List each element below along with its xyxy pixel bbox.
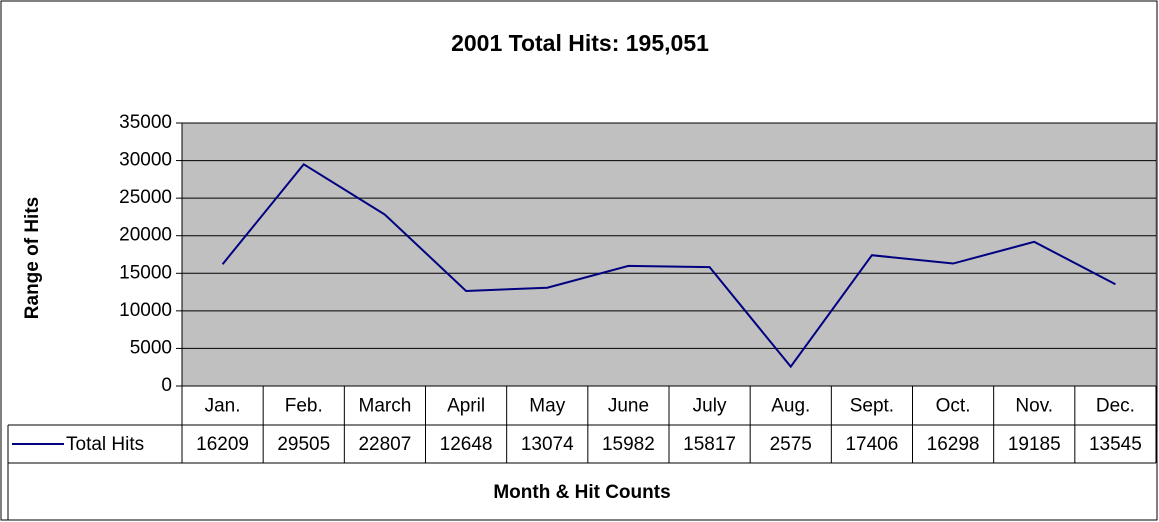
table-value: 15817 — [683, 434, 736, 455]
table-value: 12648 — [440, 434, 493, 455]
y-tick-label: 10000 — [119, 300, 172, 321]
x-tick-label: May — [529, 396, 565, 417]
x-tick-label: Dec. — [1096, 396, 1135, 417]
table-value: 2575 — [770, 434, 812, 455]
table-value: 19185 — [1008, 434, 1061, 455]
table-value: 13545 — [1089, 434, 1142, 455]
y-tick-label: 0 — [161, 375, 172, 396]
table-value: 15982 — [602, 434, 655, 455]
y-tick-label: 20000 — [119, 225, 172, 246]
table-value: 16298 — [927, 434, 980, 455]
x-tick-label: Nov. — [1015, 396, 1053, 417]
y-tick-label: 5000 — [130, 337, 172, 358]
plot-area — [181, 122, 1157, 387]
y-tick-label: 35000 — [119, 112, 172, 133]
x-tick-label: Aug. — [771, 396, 810, 417]
table-value: 29505 — [277, 434, 330, 455]
chart-title: 2001 Total Hits: 195,051 — [451, 30, 709, 56]
table-value: 22807 — [358, 434, 411, 455]
y-axis-label: Range of Hits — [22, 197, 43, 319]
x-tick-label: Sept. — [850, 396, 894, 417]
table-value: 13074 — [521, 434, 574, 455]
line — [221, 162, 1116, 369]
y-tick-label: 25000 — [119, 187, 172, 208]
x-tick-label: Feb. — [285, 396, 323, 417]
x-tick-label: Jan. — [205, 396, 241, 417]
x-tick-label: July — [693, 396, 727, 417]
table-value: 16209 — [196, 434, 249, 455]
y-tick-label: 15000 — [119, 262, 172, 283]
x-tick-label: March — [359, 396, 412, 417]
y-tick-label: 30000 — [119, 150, 172, 171]
x-tick-label: June — [608, 396, 649, 417]
table-value: 17406 — [845, 434, 898, 455]
x-tick-label: Oct. — [936, 396, 971, 417]
legend-label: Total Hits — [66, 434, 144, 455]
x-tick-label: April — [447, 396, 485, 417]
x-axis-label: Month & Hit Counts — [493, 482, 670, 503]
